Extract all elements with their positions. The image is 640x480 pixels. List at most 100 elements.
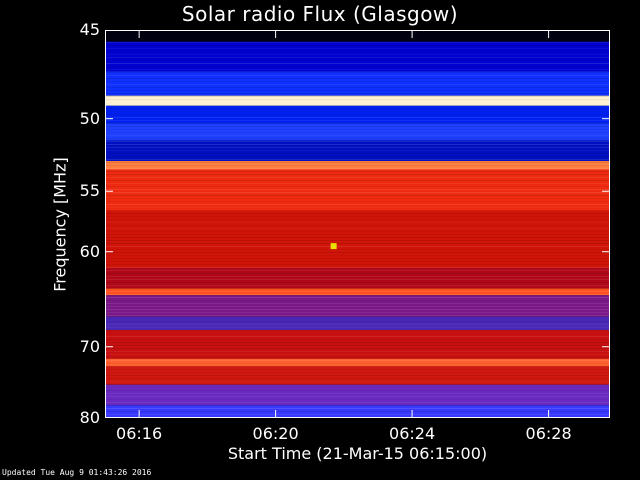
texture-stripe <box>105 408 610 409</box>
texture-stripe <box>105 285 610 286</box>
texture-stripe <box>105 120 610 121</box>
texture-stripe <box>105 324 610 325</box>
texture-stripe <box>105 93 610 94</box>
burst-hotspot <box>330 243 337 250</box>
texture-stripe <box>105 171 610 172</box>
texture-stripe <box>105 354 610 355</box>
texture-stripe <box>105 132 610 133</box>
texture-stripe <box>105 180 610 181</box>
texture-stripe <box>105 69 610 70</box>
texture-stripe <box>105 63 610 64</box>
texture-stripe <box>105 228 610 229</box>
frequency-band-13 <box>105 316 610 330</box>
texture-stripe <box>105 210 610 211</box>
texture-stripe <box>105 330 610 331</box>
texture-stripe <box>105 345 610 346</box>
texture-stripe <box>105 195 610 196</box>
texture-stripe <box>105 144 610 145</box>
x-tick-label: 06:20 <box>252 424 299 443</box>
texture-stripe <box>105 201 610 202</box>
texture-stripe <box>105 186 610 187</box>
texture-stripe <box>105 168 610 169</box>
texture-stripe <box>105 288 610 289</box>
plot-frame <box>105 30 610 418</box>
texture-stripe <box>105 393 610 394</box>
texture-stripe <box>105 282 610 283</box>
updated-timestamp: Updated Tue Aug 9 01:43:26 2016 <box>2 468 152 477</box>
texture-stripe <box>105 384 610 385</box>
texture-stripe <box>105 231 610 232</box>
texture-stripe <box>105 303 610 304</box>
frequency-band-17 <box>105 384 610 406</box>
texture-stripe <box>105 264 610 265</box>
frequency-band-3 <box>105 95 610 106</box>
texture-stripe <box>105 99 610 100</box>
texture-stripe <box>105 213 610 214</box>
texture-stripe <box>105 102 610 103</box>
frequency-band-11 <box>105 288 610 296</box>
frequency-band-10 <box>105 267 610 289</box>
texture-stripe <box>105 372 610 373</box>
texture-stripe <box>105 222 610 223</box>
texture-stripe <box>105 123 610 124</box>
texture-stripe <box>105 387 610 388</box>
texture-stripe <box>105 348 610 349</box>
texture-stripe <box>105 411 610 412</box>
texture-stripe <box>105 357 610 358</box>
texture-stripe <box>105 75 610 76</box>
texture-stripe <box>105 294 610 295</box>
texture-stripe <box>105 258 610 259</box>
texture-stripe <box>105 297 610 298</box>
texture-stripe <box>105 333 610 334</box>
y-tick-label: 45 <box>79 20 100 39</box>
texture-stripe <box>105 300 610 301</box>
texture-stripe <box>105 60 610 61</box>
texture-stripe <box>105 249 610 250</box>
texture-stripe <box>105 252 610 253</box>
texture-stripe <box>105 243 610 244</box>
texture-stripe <box>105 126 610 127</box>
texture-stripe <box>105 312 610 313</box>
texture-stripe <box>105 339 610 340</box>
texture-stripe <box>105 315 610 316</box>
texture-stripe <box>105 306 610 307</box>
texture-stripe <box>105 246 610 247</box>
texture-stripe <box>105 234 610 235</box>
x-tick-label: 06:28 <box>525 424 572 443</box>
y-tick-label: 55 <box>79 181 100 201</box>
texture-stripe <box>105 204 610 205</box>
texture-stripe <box>105 72 610 73</box>
texture-stripe <box>105 399 610 400</box>
frequency-band-16 <box>105 366 610 385</box>
y-tick-label: 80 <box>79 408 100 427</box>
texture-stripe <box>105 111 610 112</box>
texture-stripe <box>105 48 610 49</box>
texture-stripe <box>105 381 610 382</box>
texture-stripe <box>105 177 610 178</box>
texture-stripe <box>105 54 610 55</box>
texture-stripe <box>105 129 610 130</box>
texture-stripe <box>105 237 610 238</box>
texture-stripe <box>105 240 610 241</box>
texture-stripe <box>105 216 610 217</box>
frequency-band-8 <box>105 169 610 211</box>
texture-stripe <box>105 189 610 190</box>
texture-stripe <box>105 108 610 109</box>
texture-stripe <box>105 321 610 322</box>
frequency-band-4 <box>105 105 610 124</box>
texture-stripe <box>105 66 610 67</box>
texture-stripe <box>105 366 610 367</box>
texture-stripe <box>105 138 610 139</box>
y-tick-label: 70 <box>79 336 100 356</box>
texture-stripe <box>105 51 610 52</box>
texture-stripe <box>105 276 610 277</box>
texture-stripe <box>105 207 610 208</box>
x-tick-label: 06:16 <box>116 424 163 443</box>
texture-stripe <box>105 45 610 46</box>
texture-stripe <box>105 33 610 34</box>
texture-stripe <box>105 327 610 328</box>
y-tick-label: 60 <box>79 241 100 261</box>
texture-stripe <box>105 198 610 199</box>
texture-stripe <box>105 369 610 370</box>
frequency-band-15 <box>105 358 610 367</box>
